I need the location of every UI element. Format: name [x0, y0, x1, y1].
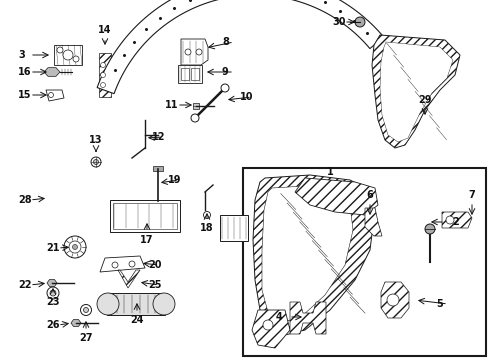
Circle shape	[57, 47, 63, 53]
Text: 5: 5	[435, 299, 442, 309]
Circle shape	[196, 49, 202, 55]
Text: 15: 15	[18, 90, 31, 100]
Circle shape	[63, 50, 73, 60]
Polygon shape	[54, 45, 82, 65]
Polygon shape	[289, 302, 325, 334]
Polygon shape	[441, 212, 471, 228]
Polygon shape	[99, 53, 111, 97]
Circle shape	[221, 84, 228, 92]
Circle shape	[47, 287, 59, 299]
Bar	[107, 293, 164, 315]
Circle shape	[72, 244, 77, 249]
Bar	[220, 215, 247, 241]
Polygon shape	[379, 42, 452, 142]
Text: 10: 10	[240, 92, 253, 102]
Circle shape	[263, 320, 272, 330]
Text: 17: 17	[140, 235, 153, 245]
Text: 8: 8	[222, 37, 228, 47]
Text: 11: 11	[164, 100, 178, 110]
Circle shape	[97, 293, 119, 315]
Bar	[153, 166, 163, 171]
Polygon shape	[118, 270, 140, 288]
Circle shape	[101, 72, 105, 77]
Polygon shape	[46, 90, 64, 101]
Polygon shape	[251, 310, 289, 348]
Polygon shape	[294, 178, 377, 215]
Polygon shape	[100, 256, 145, 272]
Text: 29: 29	[417, 95, 431, 105]
Polygon shape	[380, 282, 408, 318]
Text: 28: 28	[18, 195, 32, 205]
Circle shape	[129, 261, 135, 267]
Circle shape	[112, 262, 118, 268]
Circle shape	[101, 63, 105, 68]
Text: 2: 2	[451, 217, 458, 227]
Polygon shape	[47, 279, 57, 287]
Text: 25: 25	[148, 280, 161, 290]
Text: 19: 19	[168, 175, 181, 185]
Bar	[191, 68, 199, 80]
Bar	[110, 200, 180, 232]
Text: 1: 1	[326, 167, 333, 177]
Circle shape	[153, 293, 175, 315]
Text: 3: 3	[18, 50, 25, 60]
Polygon shape	[371, 35, 459, 148]
Text: 23: 23	[46, 297, 60, 307]
Circle shape	[101, 82, 105, 87]
Bar	[181, 68, 189, 80]
Polygon shape	[181, 39, 207, 65]
Polygon shape	[44, 68, 60, 76]
Circle shape	[191, 114, 199, 122]
Circle shape	[184, 49, 191, 55]
Circle shape	[354, 17, 364, 27]
Text: 4: 4	[275, 312, 282, 322]
Circle shape	[81, 305, 91, 315]
Circle shape	[69, 241, 81, 253]
Text: 20: 20	[148, 260, 161, 270]
Text: 13: 13	[89, 135, 102, 145]
Text: 12: 12	[152, 132, 165, 142]
Text: 26: 26	[46, 320, 60, 330]
Bar	[243, 168, 485, 356]
Bar	[193, 103, 199, 109]
Polygon shape	[71, 320, 81, 327]
Circle shape	[91, 157, 101, 167]
Circle shape	[50, 290, 56, 296]
Text: 27: 27	[79, 333, 93, 343]
Polygon shape	[97, 0, 383, 94]
Text: 14: 14	[98, 25, 112, 35]
Circle shape	[48, 93, 53, 98]
Text: 7: 7	[468, 190, 474, 200]
Text: 9: 9	[222, 67, 228, 77]
Text: 21: 21	[46, 243, 60, 253]
Bar	[178, 65, 202, 83]
Text: 6: 6	[366, 190, 373, 200]
Circle shape	[64, 236, 86, 258]
Circle shape	[83, 307, 88, 312]
Circle shape	[93, 159, 98, 165]
Text: 22: 22	[18, 280, 31, 290]
Text: 30: 30	[331, 17, 345, 27]
Circle shape	[203, 211, 210, 219]
Polygon shape	[262, 186, 352, 322]
Polygon shape	[252, 175, 374, 335]
Circle shape	[73, 56, 79, 62]
Circle shape	[445, 216, 453, 224]
Circle shape	[424, 224, 434, 234]
Text: 18: 18	[200, 223, 213, 233]
Text: 16: 16	[18, 67, 31, 77]
Polygon shape	[364, 208, 381, 236]
Circle shape	[386, 294, 398, 306]
Bar	[113, 203, 177, 229]
Text: 24: 24	[130, 315, 143, 325]
